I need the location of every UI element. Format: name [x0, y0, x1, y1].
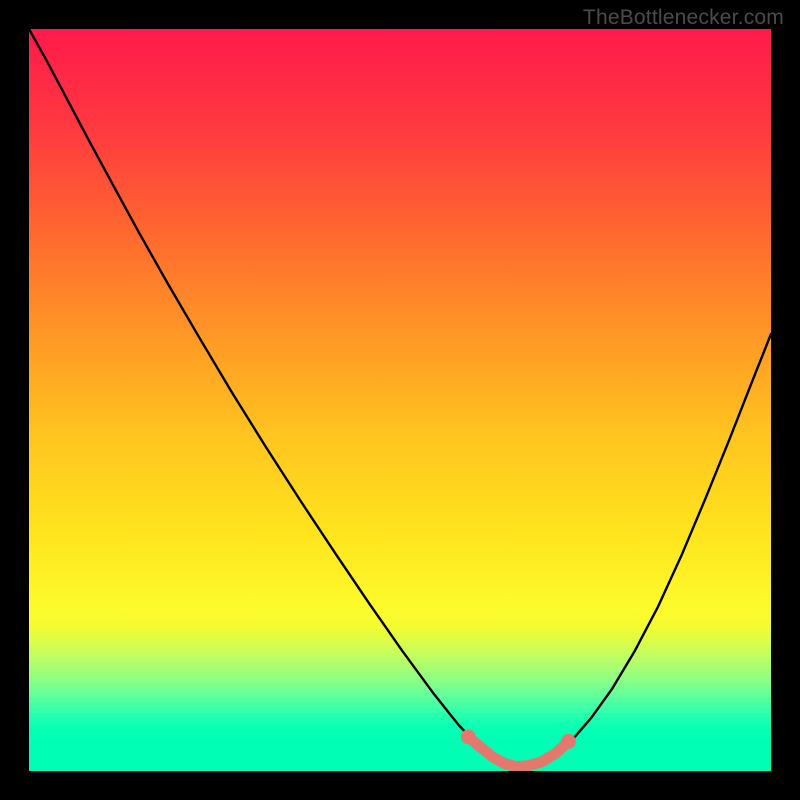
bottleneck-curve	[29, 29, 771, 767]
bottom-bands	[29, 623, 771, 774]
highlight-dot-left	[461, 729, 476, 744]
band-row	[29, 628, 771, 634]
watermark-text: TheBottlenecker.com	[583, 6, 784, 30]
chart-svg	[0, 0, 800, 800]
band-row	[29, 758, 771, 764]
band-row	[29, 688, 771, 694]
band-row	[29, 693, 771, 699]
outer-bg	[0, 0, 800, 800]
band-row	[29, 658, 771, 664]
band-row	[29, 668, 771, 674]
highlight-segment	[468, 737, 568, 767]
band-row	[29, 728, 771, 734]
band-row	[29, 748, 771, 754]
band-row	[29, 653, 771, 659]
band-row	[29, 698, 771, 704]
band-row	[29, 738, 771, 744]
band-row	[29, 753, 771, 759]
band-row	[29, 673, 771, 679]
band-row	[29, 663, 771, 669]
band-row	[29, 648, 771, 654]
band-row	[29, 718, 771, 724]
plot-area	[29, 29, 771, 771]
band-row	[29, 763, 771, 769]
band-row	[29, 643, 771, 649]
band-row	[29, 708, 771, 714]
band-row	[29, 768, 771, 774]
band-row	[29, 743, 771, 749]
band-row	[29, 723, 771, 729]
band-row	[29, 623, 771, 629]
band-row	[29, 683, 771, 689]
band-row	[29, 733, 771, 739]
band-row	[29, 703, 771, 709]
band-row	[29, 633, 771, 639]
band-row	[29, 638, 771, 644]
band-row	[29, 713, 771, 719]
band-row	[29, 678, 771, 684]
chart-frame: TheBottlenecker.com	[0, 0, 800, 800]
highlight-dot-right	[561, 734, 576, 749]
